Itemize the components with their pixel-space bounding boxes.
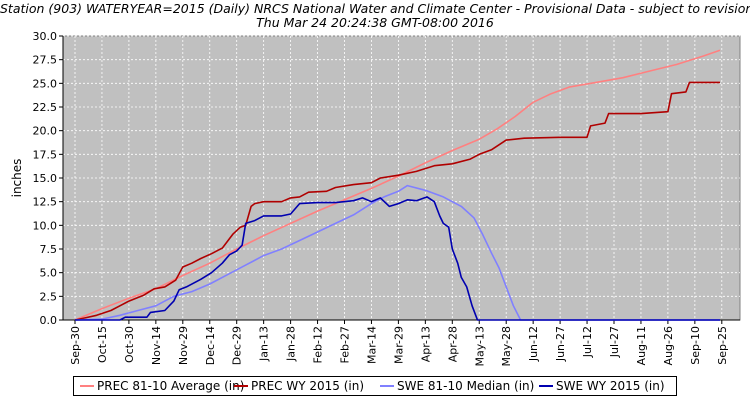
- legend-swatch-prec-average: [80, 384, 94, 387]
- legend-swatch-swe-median: [380, 384, 394, 387]
- x-tick-label: Feb-12: [312, 326, 325, 363]
- y-tick-label: 25.0: [33, 77, 58, 90]
- legend-swatch-swe-wy2015: [539, 384, 553, 387]
- y-tick-label: 7.5: [40, 243, 58, 256]
- y-tick-label: 30.0: [33, 30, 58, 43]
- y-tick-label: 10.0: [33, 219, 58, 232]
- x-tick-label: Oct-30: [123, 326, 136, 363]
- series-swe-median: [74, 184, 720, 321]
- y-tick-label: 0.0: [40, 314, 58, 327]
- x-tick-label: Feb-27: [339, 326, 352, 363]
- legend-swatch-prec-wy2015: [234, 384, 248, 387]
- x-tick-label: Sep-25: [716, 326, 729, 365]
- y-axis-title: inches: [10, 159, 24, 198]
- legend-item-swe-wy2015: SWE WY 2015 (in): [539, 379, 665, 395]
- x-tick-label: Aug-26: [662, 326, 675, 365]
- series-swe-wy2015: [75, 196, 720, 321]
- x-tick-label: Jul-12: [581, 326, 594, 358]
- chart-title: Station (903) WATERYEAR=2015 (Daily) NRC…: [0, 1, 750, 16]
- legend-item-prec-average: PREC 81-10 Average (in): [80, 379, 244, 395]
- x-tick-label: Apr-13: [419, 326, 432, 362]
- x-tick-label: Jan-13: [258, 326, 271, 362]
- x-tick-label: Mar-29: [392, 326, 405, 364]
- x-tick-label: Dec-14: [204, 326, 217, 365]
- legend-item-prec-wy2015: PREC WY 2015 (in): [234, 379, 364, 395]
- y-tick-label: 17.5: [33, 148, 58, 161]
- y-tick-label: 20.0: [33, 125, 58, 138]
- x-tick-label: Nov-14: [150, 326, 163, 365]
- x-tick-label: Jun-27: [554, 326, 567, 362]
- x-tick-label: May-28: [500, 326, 513, 367]
- x-tick-label: Jun-12: [527, 326, 540, 362]
- y-tick-label: 12.5: [33, 196, 58, 209]
- y-tick-label: 22.5: [33, 101, 58, 114]
- legend-label-swe-median: SWE 81-10 Median (in): [397, 379, 535, 393]
- y-tick-label: 2.5: [40, 290, 58, 303]
- legend-item-swe-median: SWE 81-10 Median (in): [380, 379, 534, 395]
- x-tick-label: Jul-27: [608, 326, 621, 358]
- x-tick-label: Mar-14: [365, 326, 378, 364]
- x-tick-label: Oct-15: [96, 326, 109, 363]
- x-tick-label: May-13: [473, 326, 486, 367]
- y-tick-label: 15.0: [33, 172, 58, 185]
- legend-label-prec-average: PREC 81-10 Average (in): [97, 379, 245, 393]
- series-prec-wy2015: [74, 81, 720, 321]
- chart-subtitle: Thu Mar 24 20:24:38 GMT-08:00 2016: [256, 15, 494, 30]
- x-tick-label: Apr-28: [446, 326, 459, 362]
- y-tick-label: 27.5: [33, 54, 58, 67]
- series-prec-average: [74, 49, 721, 321]
- x-tick-label: Jan-28: [285, 326, 298, 362]
- legend-label-swe-wy2015: SWE WY 2015 (in): [556, 379, 665, 393]
- chart-legend: PREC 81-10 Average (in) PREC WY 2015 (in…: [73, 376, 677, 396]
- x-tick-label: Sep-30: [69, 326, 82, 365]
- x-tick-label: Sep-10: [689, 326, 702, 365]
- legend-label-prec-wy2015: PREC WY 2015 (in): [251, 379, 365, 393]
- x-tick-label: Nov-29: [177, 326, 190, 365]
- y-tick-label: 5.0: [40, 267, 58, 280]
- x-tick-label: Aug-11: [635, 326, 648, 365]
- x-tick-label: Dec-29: [231, 326, 244, 365]
